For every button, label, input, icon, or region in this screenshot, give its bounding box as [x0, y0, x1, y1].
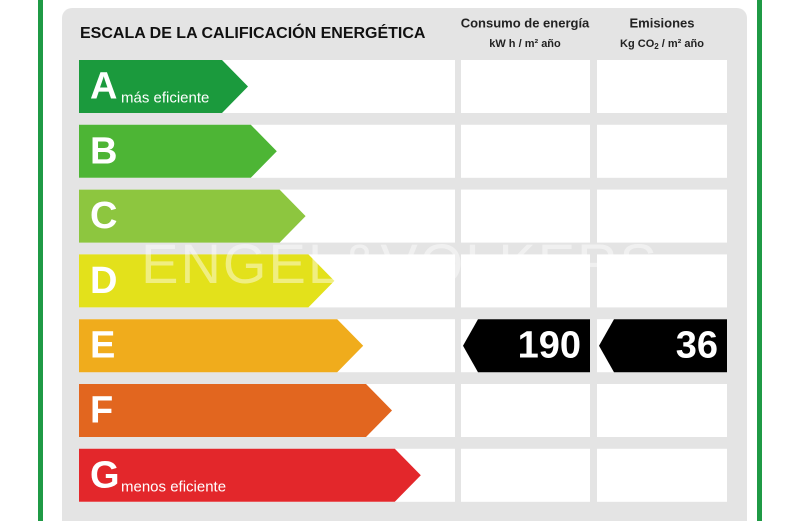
value: 190	[518, 325, 581, 367]
title: ESCALA DE LA CALIFICACIÓN ENERGÉTICA	[80, 23, 426, 42]
rating-letter: F	[90, 390, 113, 432]
rating-note: más eficiente	[121, 89, 209, 106]
cell	[597, 189, 727, 243]
unit-part: Kg CO	[620, 38, 655, 50]
value-arrow	[599, 319, 727, 373]
frame-line	[38, 0, 43, 521]
rating-letter: C	[90, 195, 117, 237]
cell	[461, 384, 590, 437]
rating-arrow	[79, 254, 335, 308]
value: 36	[676, 325, 718, 367]
cell	[597, 384, 727, 437]
rating-arrow	[79, 448, 421, 502]
rating-arrow	[79, 384, 392, 437]
rating-note: menos eficiente	[121, 478, 226, 495]
column-title: Consumo de energía	[461, 15, 590, 30]
rating-arrow	[79, 124, 277, 178]
cell	[461, 254, 590, 308]
cell	[461, 448, 590, 502]
rating-letter: A	[90, 66, 117, 108]
rating-letter: G	[90, 454, 120, 496]
rating-arrow	[79, 319, 364, 373]
cell	[461, 124, 590, 178]
rating-arrow	[79, 60, 248, 113]
cell	[597, 254, 727, 308]
cell	[461, 60, 590, 113]
rating-letter: D	[90, 260, 117, 302]
cell	[597, 448, 727, 502]
rating-arrow	[79, 189, 306, 243]
cell	[597, 60, 727, 113]
column-title: Emisiones	[629, 15, 694, 30]
unit-part: 2	[654, 42, 659, 51]
column-unit: kW h / m² año	[489, 38, 561, 50]
value-arrow	[463, 319, 590, 373]
frame-line	[757, 0, 762, 521]
column-unit: Kg CO2 / m² año	[620, 38, 704, 51]
cell	[597, 124, 727, 178]
unit-part: kW h / m² año	[489, 38, 561, 50]
cell	[461, 189, 590, 243]
rating-letter: E	[90, 325, 115, 367]
unit-part: / m² año	[659, 38, 705, 50]
rating-letter: B	[90, 130, 117, 172]
watermark: ENGEL&VÖLKERS	[141, 232, 659, 295]
